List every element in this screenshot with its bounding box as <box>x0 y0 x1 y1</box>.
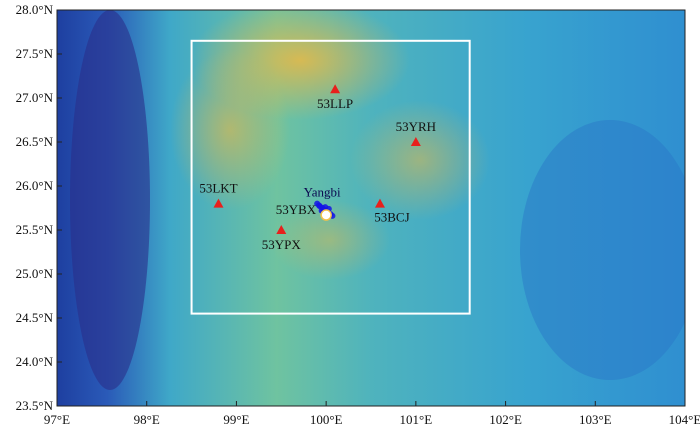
station <box>213 198 224 208</box>
station <box>374 198 385 208</box>
station-label: 53YPX <box>262 237 302 252</box>
study-region <box>190 39 471 315</box>
x-tick-label: 99°E <box>223 412 249 427</box>
station-label: 53BCJ <box>374 210 409 225</box>
y-tick-label: 27.0°N <box>16 90 54 105</box>
y-tick-label: 26.0°N <box>16 178 54 193</box>
x-tick-label: 104°E <box>669 412 700 427</box>
x-tick-label: 98°E <box>134 412 160 427</box>
station <box>410 137 421 146</box>
y-tick-label: 25.0°N <box>16 266 54 281</box>
x-tick-label: 100°E <box>310 412 343 427</box>
station <box>330 84 341 94</box>
y-tick-label: 24.5°N <box>16 310 54 325</box>
x-tick-label: 97°E <box>44 412 70 427</box>
x-tick-label: 102°E <box>489 412 522 427</box>
near-station <box>320 209 332 221</box>
epicenter-label: Yangbi <box>304 185 341 200</box>
y-tick-label: 28.0°N <box>16 2 54 17</box>
terrain <box>57 10 685 406</box>
y-tick-label: 23.5°N <box>16 398 54 413</box>
station-label: 53LLP <box>317 96 353 111</box>
x-tick-label: 101°E <box>400 412 433 427</box>
x-tick-label: 103°E <box>579 412 612 427</box>
station-label: 53LKT <box>199 181 237 196</box>
y-tick-label: 27.5°N <box>16 46 54 61</box>
y-tick-label: 24.0°N <box>16 354 54 369</box>
y-tick-label: 25.5°N <box>16 222 54 237</box>
station <box>276 225 287 234</box>
frame <box>56 9 686 407</box>
aftershock <box>315 202 322 209</box>
y-tick-label: 26.5°N <box>16 134 54 149</box>
near-station-label: 53YBX <box>276 202 317 217</box>
station-label: 53YRH <box>396 119 436 134</box>
